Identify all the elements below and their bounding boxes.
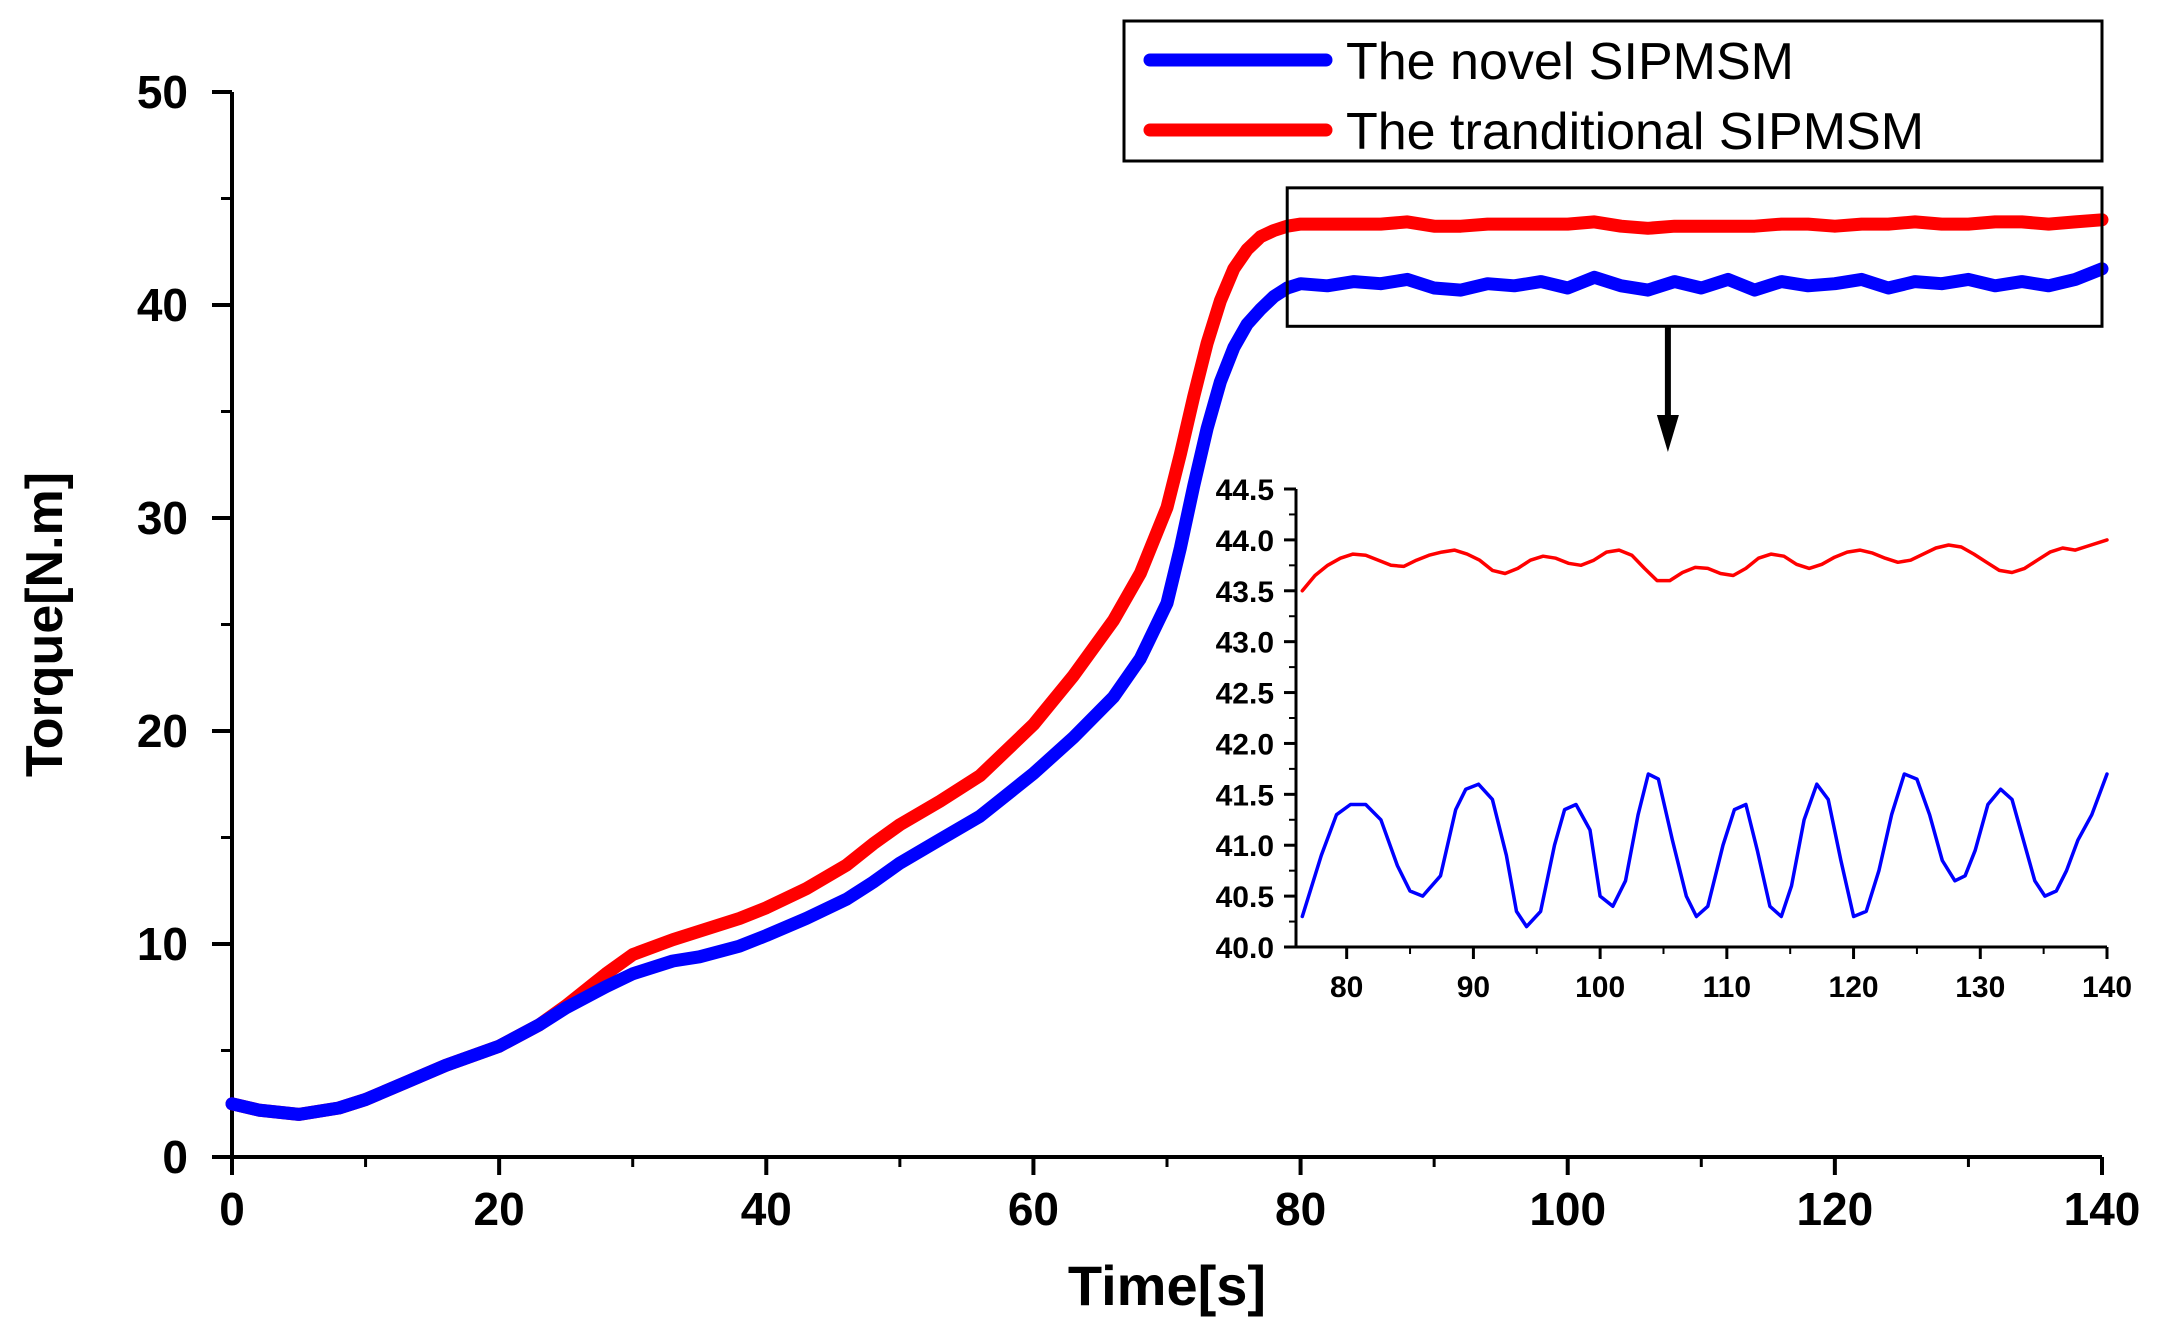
- inset-x-tick-label: 140: [2082, 971, 2132, 1004]
- inset-x-tick-label: 110: [1703, 971, 1751, 1004]
- inset-y-tick-label: 42.0: [1216, 728, 1274, 761]
- inset-x-tick-label: 100: [1575, 971, 1625, 1004]
- y-tick-label: 50: [137, 66, 188, 118]
- inset-y-tick-label: 44.0: [1216, 525, 1274, 558]
- inset-chart: 80 90 100 110 120 130 140 40.0 40.5 41.0 41.5 42.0 4…: [1216, 474, 2132, 1004]
- inset-series-line-traditional: [1300, 538, 2109, 593]
- inset-x-tick-label: 90: [1457, 971, 1490, 1004]
- x-tick-label: 20: [474, 1183, 525, 1235]
- inset-y-tick-label: 41.0: [1216, 830, 1274, 863]
- x-tick-label: 140: [2064, 1183, 2141, 1235]
- main-chart: 0 20 40 60 80 100 120 140 0 10 20 30 40 50 Time[s] Torq…: [16, 66, 2140, 1317]
- inset-x-tick-label: 130: [1955, 971, 2005, 1004]
- x-tick-label: 40: [741, 1183, 792, 1235]
- legend: The novel SIPMSM The tranditional SIPMSM: [1122, 19, 2104, 163]
- inset-x-tick-label: 80: [1330, 971, 1363, 1004]
- legend-box: [1122, 19, 2104, 163]
- x-tick-label: 60: [1008, 1183, 1059, 1235]
- x-tick-label: 0: [219, 1183, 245, 1235]
- zoom-box: [1285, 186, 2104, 328]
- inset-y-tick-label: 40.0: [1216, 932, 1274, 965]
- inset-y-tick-label: 42.5: [1216, 678, 1274, 711]
- legend-label: The tranditional SIPMSM: [1346, 103, 1924, 161]
- y-tick-label: 10: [137, 918, 188, 970]
- inset-y-tick-label: 40.5: [1216, 881, 1274, 914]
- y-tick-label: 40: [137, 279, 188, 331]
- y-tick-label: 20: [137, 705, 188, 757]
- inset-y-tick-label: 43.5: [1216, 576, 1274, 609]
- y-axis-title: Torque[N.m]: [16, 472, 74, 777]
- inset-y-tick-label: 43.0: [1216, 627, 1274, 660]
- zoom-annotation: [1285, 186, 2104, 452]
- y-tick-label: 30: [137, 492, 188, 544]
- series-line-traditional: [225, 213, 2109, 1121]
- series-line-novel: [225, 262, 2109, 1121]
- inset-x-tick-label: 120: [1829, 971, 1879, 1004]
- inset-series-line-novel: [1300, 772, 2109, 929]
- x-tick-label: 100: [1529, 1183, 1606, 1235]
- inset-y-tick-label: 44.5: [1216, 474, 1274, 507]
- y-tick-label: 0: [162, 1131, 188, 1183]
- x-tick-label: 120: [1796, 1183, 1873, 1235]
- x-axis-title: Time[s]: [1068, 1254, 1266, 1317]
- zoom-arrow-head: [1656, 415, 1679, 452]
- legend-label: The novel SIPMSM: [1346, 33, 1794, 91]
- inset-y-tick-label: 41.5: [1216, 779, 1274, 812]
- x-tick-label: 80: [1275, 1183, 1326, 1235]
